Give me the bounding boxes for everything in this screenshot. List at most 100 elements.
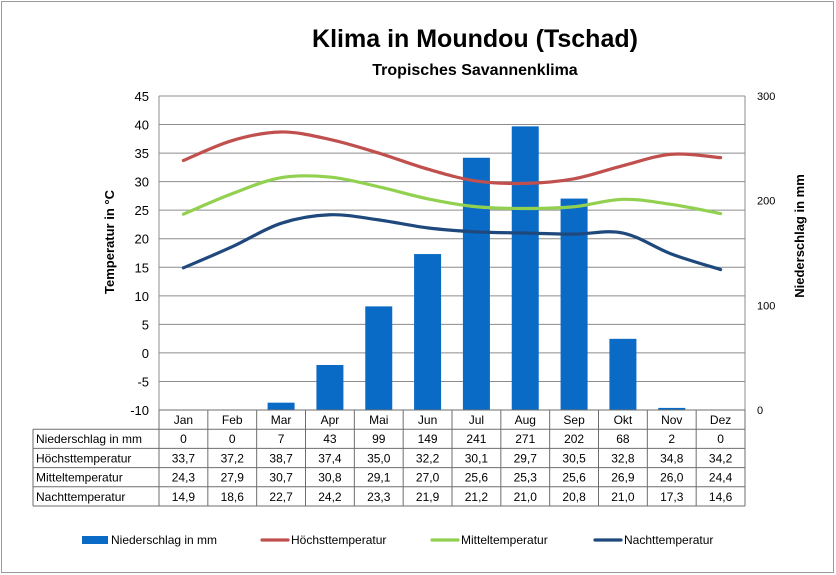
table-cell: 25,3 [514, 471, 538, 485]
precipitation-bar [316, 364, 344, 410]
table-cell: 29,1 [367, 471, 391, 485]
table-cell: 0 [229, 432, 236, 446]
table-cell: 26,0 [660, 471, 684, 485]
mean-temperature-line [181, 174, 723, 216]
table-cell: 34,2 [709, 451, 733, 465]
table-cell: 34,8 [660, 451, 684, 465]
table-cell: 0 [180, 432, 187, 446]
x-tick-label: Mar [271, 413, 292, 427]
table-cell: 30,5 [562, 451, 586, 465]
precipitation-bar [560, 198, 588, 410]
x-tick-label: Feb [222, 413, 243, 427]
table-cell: 21,2 [465, 490, 489, 504]
table-cell: 7 [278, 432, 285, 446]
chart-title: Klima in Moundou (Tschad) [312, 25, 638, 53]
table-cell: 24,4 [709, 471, 733, 485]
table-cell: 27,9 [221, 471, 245, 485]
legend: Niederschlag in mm Höchsttemperatur Mittel… [82, 533, 713, 547]
table-cell: 37,2 [221, 451, 245, 465]
table-cell: 21,9 [416, 490, 440, 504]
x-tick-label: Okt [614, 413, 633, 427]
x-tick-label: Jun [418, 413, 437, 427]
table-cell: 21,0 [611, 490, 635, 504]
table-cell: 149 [418, 432, 438, 446]
precipitation-bars [267, 126, 686, 410]
y-axis-left-label: Temperatur in °C [102, 189, 117, 294]
table-row-label: Höchsttemperatur [36, 451, 131, 465]
legend-swatch-bar [82, 536, 108, 544]
table-cell: 241 [466, 432, 486, 446]
table-cell: 29,7 [514, 451, 538, 465]
legend-label: Mitteltemperatur [461, 533, 548, 547]
y-tick-label-left: 30 [135, 175, 149, 190]
y-tick-label-left: 45 [135, 89, 149, 104]
table-cell: 30,8 [318, 471, 342, 485]
x-tick-label: Sep [563, 413, 585, 427]
table-row-label: Nachttemperatur [36, 490, 125, 504]
table-cell: 202 [564, 432, 584, 446]
axes: 45 40 35 30 25 20 15 10 5 0 -5 -10 300 200 100 0 [130, 89, 775, 418]
table-row-label: Niederschlag in mm [36, 432, 142, 446]
y-tick-label-left: 25 [135, 203, 149, 218]
precipitation-bar [414, 254, 442, 410]
x-tick-label: Jan [174, 413, 193, 427]
table-cell: 271 [515, 432, 535, 446]
temperature-lines [181, 130, 723, 272]
x-tick-label: Apr [321, 413, 340, 427]
table-cell: 20,8 [562, 490, 586, 504]
table-cell: 22,7 [269, 490, 293, 504]
table-cell: 99 [372, 432, 386, 446]
table-cell: 32,8 [611, 451, 635, 465]
y-tick-label-right: 200 [757, 196, 775, 208]
table-cell: 25,6 [465, 471, 489, 485]
table-cell: 2 [668, 432, 675, 446]
y-tick-label-left: 0 [142, 346, 149, 361]
table-cell: 27,0 [416, 471, 440, 485]
table-cell: 24,3 [172, 471, 196, 485]
table-cell: 14,9 [172, 490, 196, 504]
y-tick-label-left: 10 [135, 289, 149, 304]
y-tick-label-right: 100 [757, 300, 775, 312]
x-tick-label: Aug [515, 413, 536, 427]
x-tick-label: Jul [469, 413, 484, 427]
table-cell: 18,6 [221, 490, 245, 504]
legend-label: Höchsttemperatur [291, 533, 386, 547]
y-tick-label-left: -10 [130, 403, 149, 418]
y-tick-label-right: 300 [757, 91, 775, 103]
table-cell: 14,6 [709, 490, 733, 504]
table-cell: 33,7 [172, 451, 196, 465]
table-cell: 0 [717, 432, 724, 446]
precipitation-bar [511, 126, 539, 410]
y-tick-label-left: 5 [142, 317, 149, 332]
table-cell: 26,9 [611, 471, 635, 485]
table-cell: 38,7 [269, 451, 293, 465]
table-cell: 30,1 [465, 451, 489, 465]
night-temperature-line [181, 213, 723, 272]
legend-label: Nachttemperatur [624, 533, 713, 547]
table-cell: 24,2 [318, 490, 342, 504]
max-temperature-line [181, 130, 723, 186]
x-tick-label: Mai [369, 413, 388, 427]
legend-label: Niederschlag in mm [111, 533, 217, 547]
table-cell: 68 [616, 432, 630, 446]
x-tick-label: Nov [661, 413, 682, 427]
table-cell: 37,4 [318, 451, 342, 465]
precipitation-bar [658, 407, 686, 410]
y-tick-label-left: 35 [135, 146, 149, 161]
table-cell: 23,3 [367, 490, 391, 504]
table-cell: 35,0 [367, 451, 391, 465]
data-table: Jan Feb Mar Apr Mai Jun Jul Aug Sep Okt Nov Dez Nied… [32, 409, 746, 507]
table-cell: 43 [323, 432, 337, 446]
y-tick-label-right: 0 [757, 405, 763, 417]
precipitation-bar [267, 402, 295, 410]
precipitation-bar [609, 338, 637, 410]
chart-subtitle: Tropisches Savannenklima [372, 62, 578, 79]
precipitation-bar [365, 306, 393, 410]
table-cell: 32,2 [416, 451, 440, 465]
y-tick-label-left: -5 [137, 374, 149, 389]
precipitation-bar [462, 157, 490, 410]
table-cell: 21,0 [514, 490, 538, 504]
y-tick-label-left: 40 [135, 118, 149, 133]
